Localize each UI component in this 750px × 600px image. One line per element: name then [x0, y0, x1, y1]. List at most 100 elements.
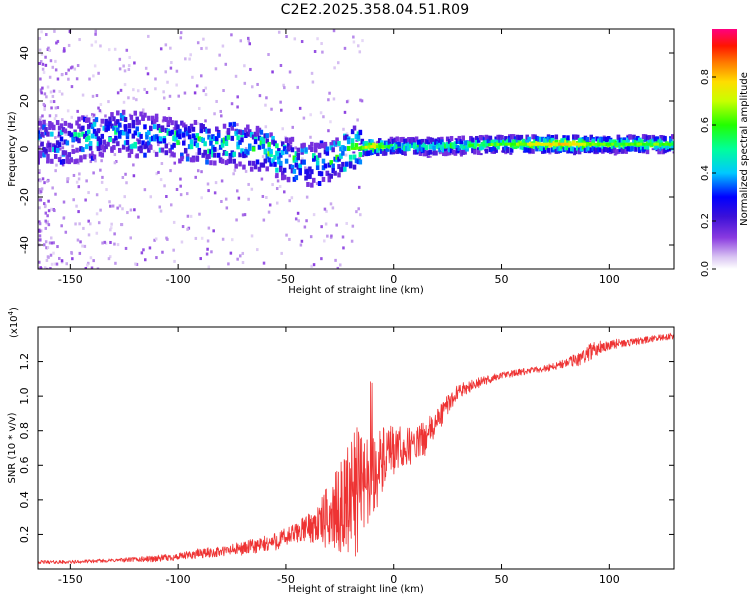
spectrogram-cell [426, 155, 430, 158]
spectrogram-cell [117, 147, 122, 153]
spectrogram-cell [301, 157, 304, 161]
spectrogram-cell [248, 134, 251, 138]
spectrogram-cell [300, 143, 304, 149]
spectrogram-cell [180, 120, 184, 126]
spectrogram-cell [352, 35, 355, 39]
spectrogram-cell [269, 132, 273, 138]
spectrogram-cell [102, 125, 106, 131]
spectrogram-cell [257, 127, 262, 133]
spectrogram-cell [58, 256, 61, 260]
spectrogram-cell [85, 179, 88, 183]
spectrogram-cell [354, 142, 359, 148]
spectrogram-cell [343, 135, 347, 141]
spectrogram-cell [235, 218, 238, 222]
spectrogram-cell [482, 137, 487, 143]
spectrogram-cell [484, 135, 489, 141]
spectrogram-cell [203, 141, 207, 147]
spectrogram-cell [264, 103, 267, 107]
spectrogram-cell [38, 170, 41, 174]
spectrogram-cell [209, 137, 213, 143]
spectrogram-cell [647, 135, 652, 141]
spectrogram-cell [443, 143, 448, 149]
spectrogram-cell [164, 43, 168, 47]
spectrogram-cell [412, 137, 417, 143]
spectrogram-cell [121, 109, 126, 115]
spectrogram-cell [538, 142, 542, 146]
spectrogram-cell [310, 264, 313, 268]
spectrogram-cell [292, 176, 297, 182]
spectrogram-cell [428, 155, 432, 158]
spectrogram-cell [302, 116, 306, 120]
spectrogram-cell [264, 125, 268, 129]
spectrogram-cell [239, 254, 242, 258]
spectrogram-cell [372, 146, 376, 152]
spectrogram-cell [75, 77, 79, 81]
spectrogram-cell [418, 146, 423, 152]
spectrogram-cell [147, 130, 151, 136]
spectrogram-cell [90, 266, 94, 269]
spectrogram-cell [168, 148, 172, 154]
spectrogram-cell [484, 148, 489, 154]
spectrogram-cell [83, 154, 87, 160]
spectrogram-cell [626, 137, 630, 143]
spectrogram-cell [53, 145, 58, 151]
spectrogram-cell [201, 152, 205, 158]
spectrogram-cell [343, 110, 347, 114]
spectrogram-cell [275, 167, 279, 173]
spectrogram-cell [107, 257, 111, 261]
spectrogram-cell [38, 260, 41, 264]
spectrogram-cell [478, 144, 483, 150]
spectrogram-cell [176, 124, 180, 130]
spectrogram-cell [133, 61, 136, 65]
spectrogram-cell [595, 136, 599, 142]
spectrogram-cell [335, 154, 339, 160]
spectrogram-cell [216, 148, 220, 152]
spectrogram-cell [94, 159, 97, 163]
spectrogram-cell [166, 120, 171, 126]
spectrogram-cell [315, 155, 320, 161]
spectrogram-cell [127, 67, 131, 71]
spectrogram-cell [315, 165, 320, 171]
spectrogram-cell [240, 129, 244, 135]
spectrogram-cell [308, 144, 312, 150]
spectrogram-cell [641, 146, 646, 152]
spectrogram-cell [50, 207, 53, 211]
spectrogram-y-tick-label: 20 [18, 94, 31, 108]
spectrogram-cell [75, 136, 79, 142]
spectrogram-cell [52, 125, 56, 131]
spectrogram-cell [639, 139, 644, 145]
spectrogram-cell [43, 266, 47, 269]
spectrogram-cell [253, 131, 258, 137]
spectrogram-cell [179, 184, 182, 188]
spectrogram-cell [401, 136, 405, 142]
spectrogram-cell [608, 142, 612, 146]
spectrogram-cell [360, 99, 364, 103]
spectrogram-cell [251, 85, 254, 89]
spectrogram-cell [222, 138, 227, 144]
spectrogram-cell [271, 139, 275, 145]
spectrogram-cell [40, 131, 44, 137]
spectrogram-cell [341, 235, 345, 239]
spectrogram-cell [336, 266, 340, 269]
spectrogram-cell [40, 141, 44, 147]
spectrogram-cell [384, 145, 388, 149]
spectrogram-cell [46, 158, 50, 164]
spectrogram-cell [283, 86, 286, 90]
spectrogram-cell [331, 168, 335, 174]
spectrogram-cell [200, 74, 203, 78]
spectrogram-cell [269, 152, 273, 158]
spectrogram-cell [205, 46, 208, 50]
spectrogram-cell [229, 251, 233, 255]
spectrogram-cell [298, 106, 302, 110]
spectrogram-cell [558, 139, 562, 145]
spectrogram-cell [49, 90, 53, 94]
spectrogram-cell [577, 142, 581, 146]
spectrogram-cell [211, 148, 215, 154]
spectrogram-cell [317, 143, 322, 149]
spectrogram-cell [422, 147, 427, 153]
spectrogram-cell [331, 163, 335, 169]
spectrogram-cell [331, 147, 335, 153]
spectrogram-cell [145, 134, 149, 140]
spectrogram-cell [131, 119, 136, 125]
spectrogram-cell [487, 143, 491, 147]
